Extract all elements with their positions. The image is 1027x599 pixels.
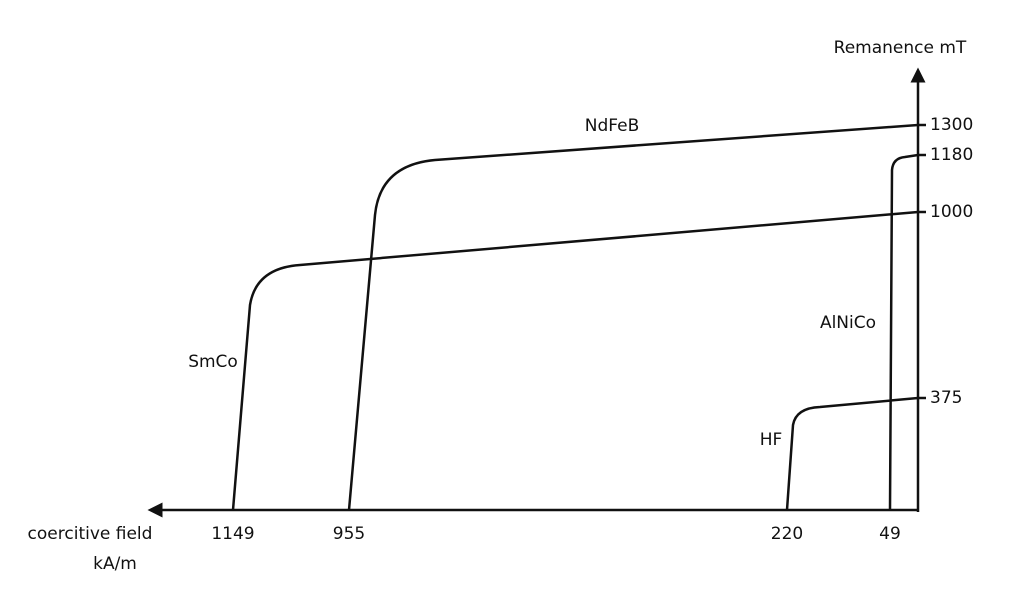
y-axis-label: Remanence mT xyxy=(834,38,967,58)
curve-ndfeb xyxy=(347,123,919,511)
x-tick-label: 1149 xyxy=(211,524,254,544)
y-tick-label: 1180 xyxy=(930,145,973,165)
x-tick-label: 955 xyxy=(333,524,365,544)
curve-alnico xyxy=(888,153,919,511)
y-ticks: 1300 1180 1000 375 xyxy=(918,115,973,408)
y-tick-label: 1300 xyxy=(930,115,973,135)
curve-label: HF xyxy=(760,430,783,450)
curve-label: AlNiCo xyxy=(820,313,876,333)
x-tick-label: 220 xyxy=(771,524,803,544)
x-axis-unit: kA/m xyxy=(93,554,137,574)
x-ticks: 1149 955 220 49 xyxy=(211,524,900,544)
y-tick-label: 375 xyxy=(930,388,962,408)
curve-label: NdFeB xyxy=(585,116,639,136)
curve-smco xyxy=(231,210,919,511)
curve-label: SmCo xyxy=(188,352,238,372)
y-tick-label: 1000 xyxy=(930,202,973,222)
x-axis-label: coercitive field xyxy=(28,524,153,544)
curve-hf xyxy=(785,396,919,511)
x-tick-label: 49 xyxy=(879,524,901,544)
